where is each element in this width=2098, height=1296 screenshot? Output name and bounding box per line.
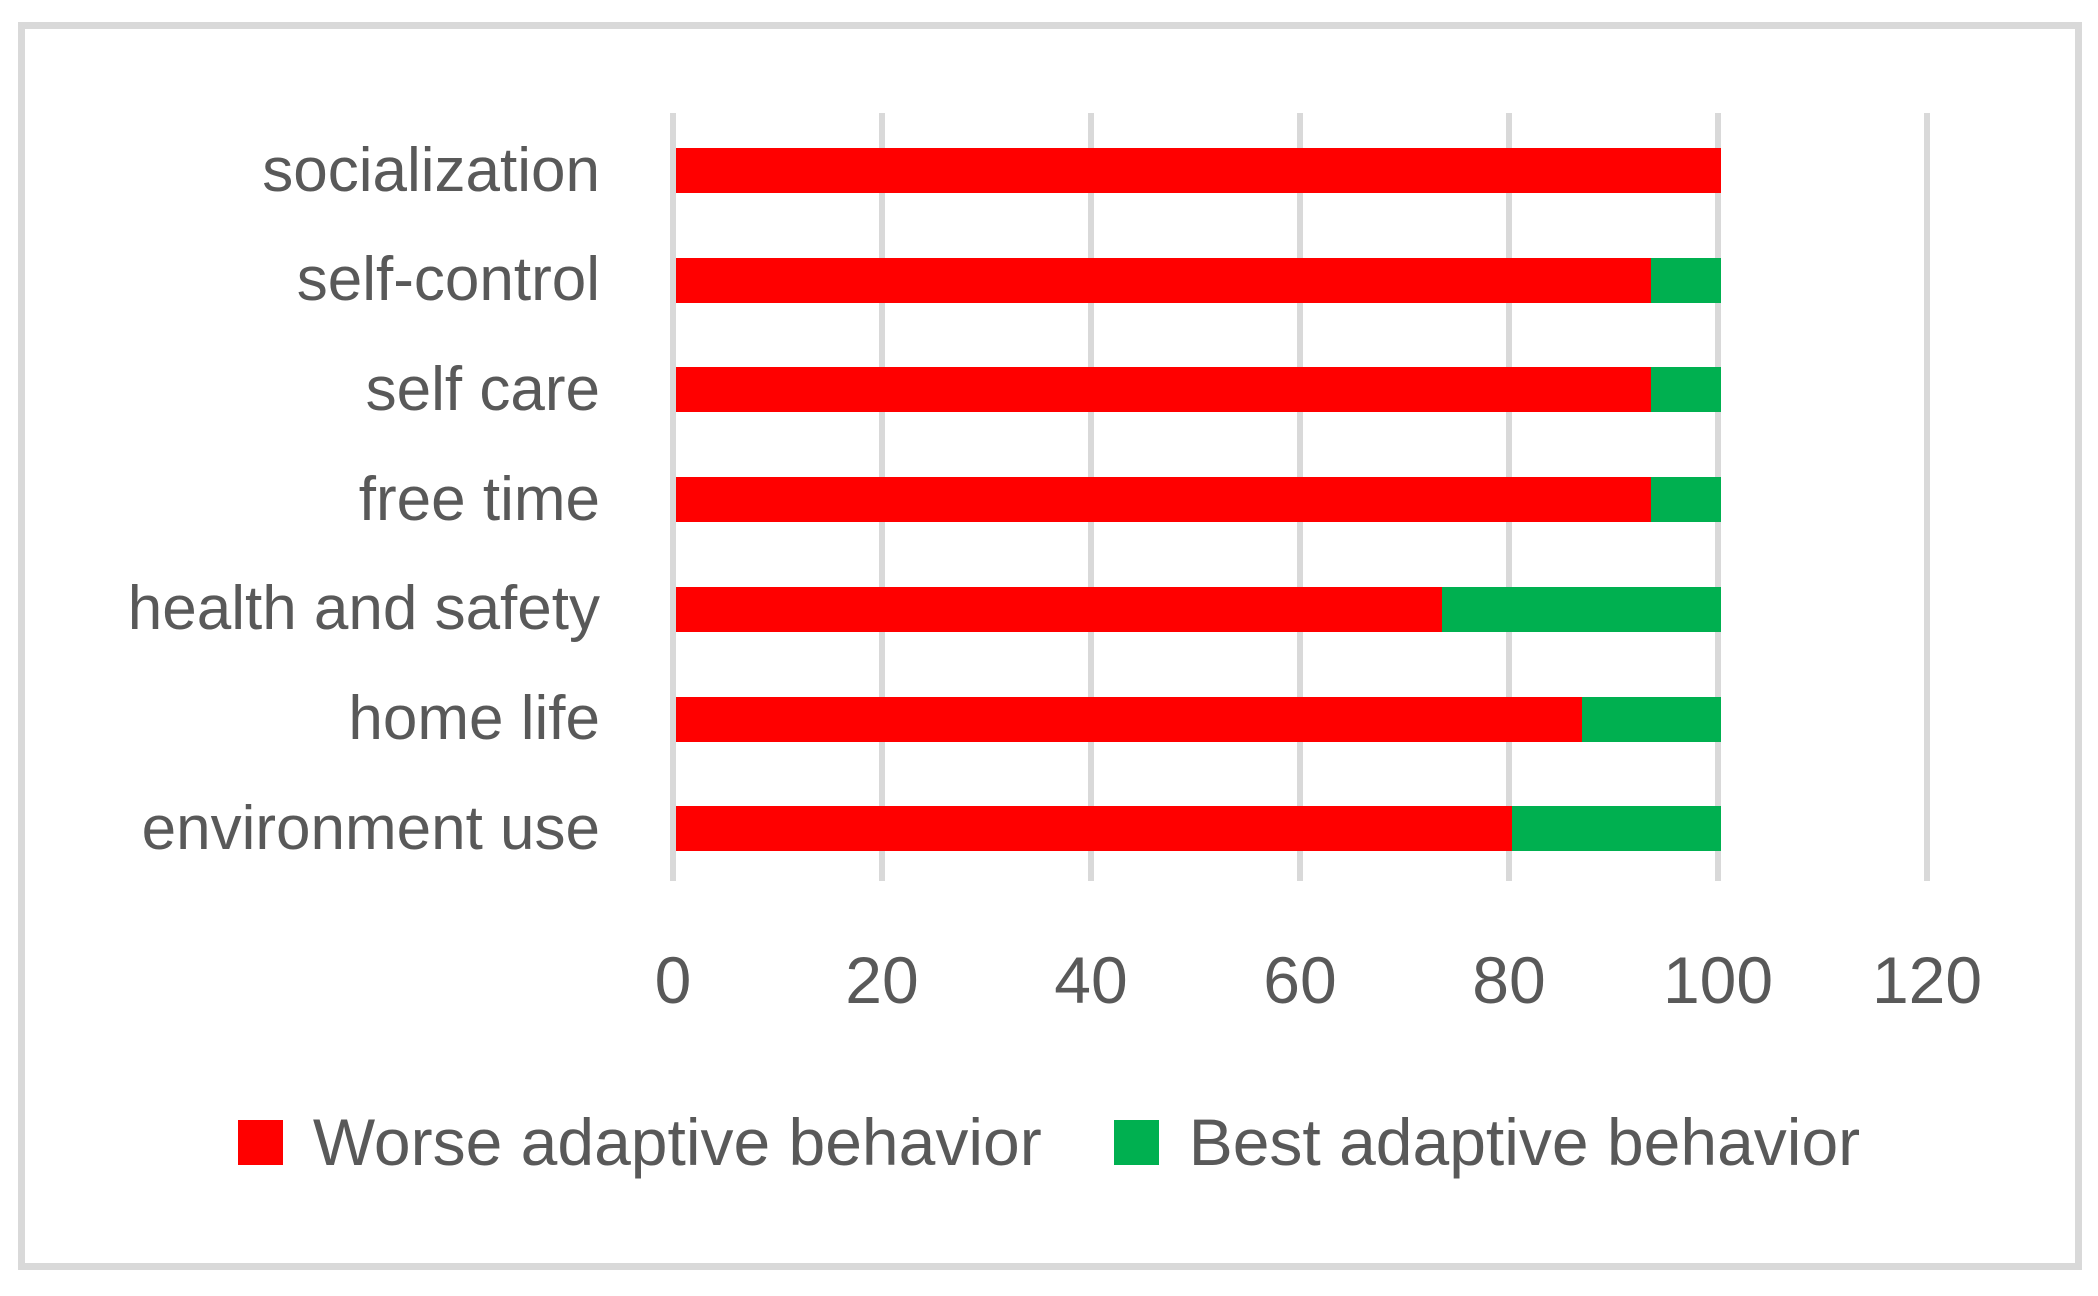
category-label-self-control: self-control xyxy=(296,245,600,314)
x-tick-label-80: 80 xyxy=(1472,943,1546,1017)
legend-label-worse: Worse adaptive behavior xyxy=(312,1105,1042,1179)
x-tick-label-40: 40 xyxy=(1054,943,1128,1017)
x-tick-label-0: 0 xyxy=(654,943,692,1017)
bar-segment-worse-socialization xyxy=(676,148,1721,193)
legend-label-best: Best adaptive behavior xyxy=(1188,1105,1861,1179)
bar-segment-best-self-control xyxy=(1650,258,1721,303)
category-label-home-life: home life xyxy=(348,684,600,753)
x-tick-label-100: 100 xyxy=(1662,943,1774,1017)
category-label-self-care: self care xyxy=(365,355,600,424)
legend-swatch-worse xyxy=(237,1119,283,1165)
gridline-0 xyxy=(670,113,676,881)
category-label-free-time: free time xyxy=(358,465,600,534)
bar-segment-best-health-and-safety xyxy=(1441,587,1721,632)
x-tick-label-120: 120 xyxy=(1871,943,1983,1017)
legend-swatch-best xyxy=(1113,1119,1159,1165)
bar-segment-best-free-time xyxy=(1650,477,1721,522)
category-label-socialization: socialization xyxy=(262,136,600,205)
bar-segment-best-home-life xyxy=(1582,697,1721,742)
bar-segment-worse-self-care xyxy=(676,367,1651,412)
bar-segment-worse-environment-use xyxy=(676,806,1512,851)
category-label-health-and-safety: health and safety xyxy=(127,574,600,643)
x-tick-label-20: 20 xyxy=(845,943,919,1017)
legend-item-worse: Worse adaptive behavior xyxy=(237,1104,1042,1180)
bar-segment-best-self-care xyxy=(1650,367,1721,412)
bar-segment-worse-health-and-safety xyxy=(676,587,1442,632)
bar-segment-best-environment-use xyxy=(1512,806,1721,851)
bar-segment-worse-free-time xyxy=(676,477,1651,522)
legend: Worse adaptive behavior Best adaptive be… xyxy=(0,1096,2098,1188)
legend-item-best: Best adaptive behavior xyxy=(1113,1104,1861,1180)
gridline-120 xyxy=(1924,113,1930,881)
bar-segment-worse-self-control xyxy=(676,258,1651,303)
category-label-environment-use: environment use xyxy=(141,794,600,863)
bar-segment-worse-home-life xyxy=(676,697,1582,742)
x-tick-label-60: 60 xyxy=(1263,943,1337,1017)
chart-frame xyxy=(18,22,2082,1270)
